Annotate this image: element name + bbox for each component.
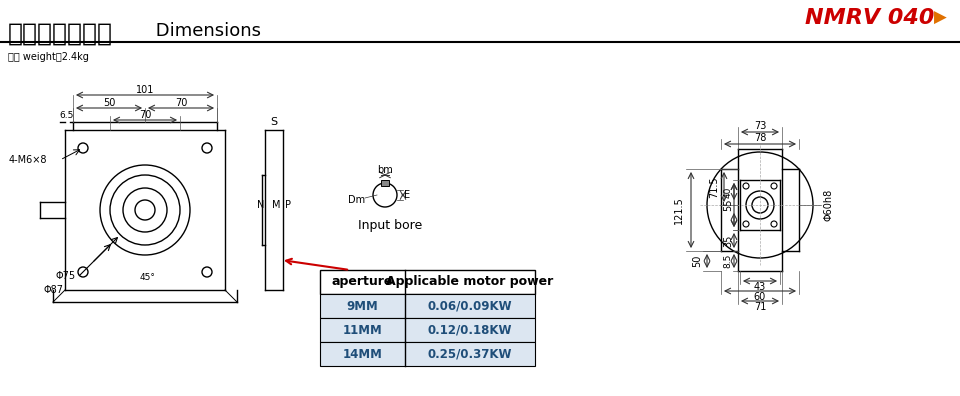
Text: 11MM: 11MM	[343, 324, 382, 337]
Text: 减速机外型尺寸: 减速机外型尺寸	[8, 22, 113, 46]
Text: bm: bm	[377, 165, 393, 175]
Text: Applicable motor power: Applicable motor power	[386, 276, 554, 289]
Bar	[320, 294, 535, 318]
Text: Input bore: Input bore	[358, 219, 422, 232]
Bar	[381, 180, 389, 186]
Text: M: M	[272, 200, 280, 210]
Text: 4-M6×8: 4-M6×8	[9, 155, 47, 165]
Text: 35: 35	[723, 234, 733, 247]
Text: 6.5: 6.5	[60, 112, 74, 120]
Text: E: E	[404, 190, 410, 200]
Text: 45°: 45°	[139, 274, 155, 282]
Text: 60: 60	[754, 292, 766, 302]
Text: 78: 78	[754, 133, 766, 143]
Text: 0.06/0.09KW: 0.06/0.09KW	[428, 299, 513, 312]
Text: 重量 weight：2.4kg: 重量 weight：2.4kg	[8, 52, 89, 62]
Text: 0.12/0.18KW: 0.12/0.18KW	[428, 324, 513, 337]
Text: 71.5: 71.5	[709, 176, 719, 198]
Text: Φ60h8: Φ60h8	[824, 189, 834, 221]
Text: Dm: Dm	[348, 195, 365, 205]
Text: 14MM: 14MM	[343, 348, 382, 360]
Text: 70: 70	[139, 110, 151, 120]
Text: aperture: aperture	[332, 276, 394, 289]
Bar	[320, 342, 535, 366]
Text: 43: 43	[754, 282, 766, 292]
Text: Φ87: Φ87	[43, 285, 63, 295]
Text: 8.5: 8.5	[724, 254, 732, 268]
Text: 0.25/0.37KW: 0.25/0.37KW	[428, 348, 513, 360]
Text: NMRV 040: NMRV 040	[805, 8, 935, 28]
Text: 73: 73	[754, 121, 766, 131]
Text: ▶: ▶	[934, 9, 947, 27]
Text: 9MM: 9MM	[347, 299, 378, 312]
Text: Dimensions: Dimensions	[150, 22, 261, 40]
Text: P: P	[285, 200, 291, 210]
Bar	[320, 318, 535, 342]
Text: 40: 40	[724, 187, 732, 198]
Text: 70: 70	[175, 98, 187, 108]
Text: 71: 71	[754, 302, 766, 312]
Text: 50: 50	[692, 255, 702, 267]
Text: 55: 55	[723, 199, 733, 211]
Text: 50: 50	[103, 98, 115, 108]
Text: 101: 101	[135, 85, 155, 95]
Text: Φ75: Φ75	[56, 270, 76, 280]
Text: N: N	[256, 200, 264, 210]
Bar	[320, 270, 535, 294]
Text: 121.5: 121.5	[674, 196, 684, 224]
Text: S: S	[271, 117, 277, 127]
